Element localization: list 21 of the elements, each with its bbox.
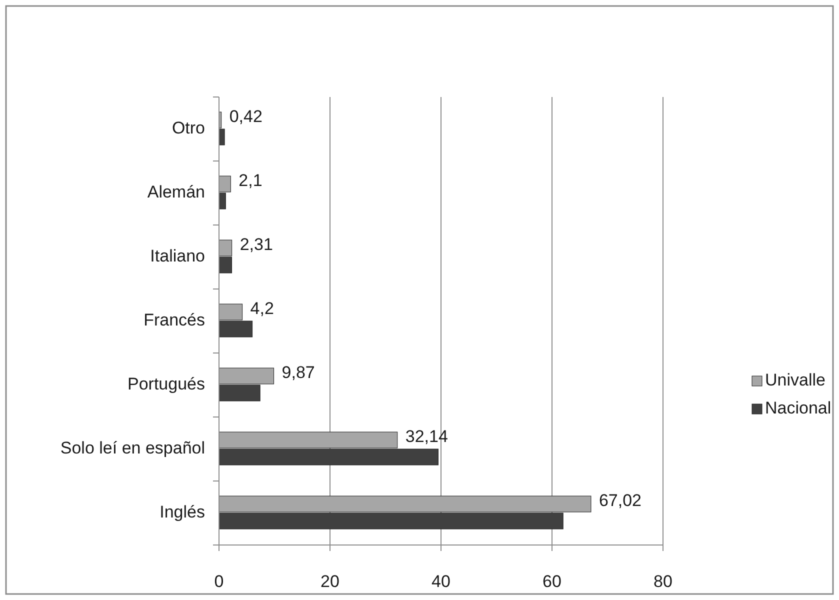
x-tick-label: 40 xyxy=(432,572,450,591)
data-label: 2,1 xyxy=(238,170,262,190)
y-tick-label: Solo leí en español xyxy=(60,438,205,458)
x-tick-label: 0 xyxy=(214,572,224,591)
y-tick-label: Inglés xyxy=(160,502,205,522)
x-tick-label: 60 xyxy=(542,572,562,591)
y-tick-label: Portugués xyxy=(128,374,205,394)
y-tick-label: Otro xyxy=(172,118,205,138)
y-tick-label: Alemán xyxy=(147,182,205,202)
data-label: 9,87 xyxy=(282,362,315,382)
data-label: 0,42 xyxy=(229,106,262,126)
legend-label: Univalle xyxy=(765,370,826,390)
data-label: 2,31 xyxy=(240,234,273,254)
x-tick-label: 80 xyxy=(654,572,672,591)
data-label: 67,02 xyxy=(598,490,642,510)
y-tick-label: Francés xyxy=(144,310,205,330)
x-tick-label: 20 xyxy=(320,572,340,591)
data-label: 4,2 xyxy=(250,298,274,318)
y-tick-label: Italiano xyxy=(150,246,205,266)
legend-label: Nacional xyxy=(765,398,832,418)
data-label: 32,14 xyxy=(405,426,448,446)
